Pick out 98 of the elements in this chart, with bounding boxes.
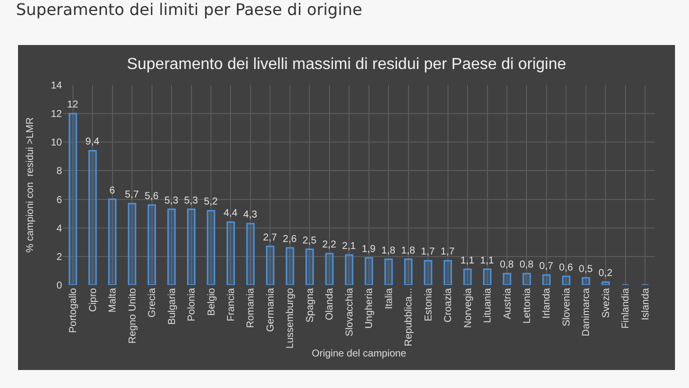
- x-tick-label: Croazia: [443, 288, 454, 322]
- bar: [364, 257, 374, 285]
- bar: [463, 268, 472, 285]
- bar: [246, 222, 255, 285]
- x-tick-label: Ungheria: [364, 288, 376, 329]
- data-label: 5,3: [184, 195, 198, 206]
- bar: [128, 202, 136, 285]
- data-label: 1,9: [362, 244, 376, 255]
- x-tick-label: Repubblica...: [404, 288, 415, 346]
- y-tick-label: 4: [56, 223, 62, 234]
- data-label: 0,7: [539, 261, 554, 272]
- x-tick-label: Cipro: [88, 288, 99, 312]
- x-tick-label: Lussemburgo: [285, 288, 296, 349]
- data-label: 0,6: [559, 262, 574, 274]
- bar: [148, 204, 156, 285]
- x-tick-label: Estonia: [423, 288, 434, 322]
- x-tick-label: Lituania: [482, 288, 494, 324]
- bar: [562, 276, 570, 285]
- x-tick-label: Austria: [502, 288, 514, 320]
- x-tick-label: Finlandia: [620, 288, 632, 329]
- data-label: 1,8: [381, 245, 396, 256]
- data-label: 1,8: [401, 245, 416, 256]
- x-tick-label: Grecia: [147, 288, 158, 318]
- data-label: 4,3: [243, 210, 258, 221]
- x-tick-label: Belgio: [206, 288, 218, 316]
- data-label: 1,7: [440, 246, 455, 258]
- data-label: 2,5: [302, 235, 317, 246]
- data-label: 0,8: [520, 260, 534, 271]
- data-label: 9,4: [85, 136, 100, 148]
- x-tick-label: Lettonia: [522, 288, 533, 324]
- bar: [187, 208, 196, 285]
- data-label: 0,2: [598, 268, 613, 280]
- y-tick-label: 14: [50, 80, 62, 92]
- data-label: 4,4: [224, 208, 238, 220]
- bar: [522, 272, 531, 285]
- bar: [206, 210, 216, 285]
- x-tick-label: Polonia: [186, 288, 198, 322]
- bar: [483, 268, 492, 285]
- y-tick-label: 0: [56, 280, 62, 292]
- x-tick-label: Regno Unito: [127, 288, 138, 344]
- x-tick-label: Romania: [246, 288, 257, 328]
- data-label: 0,8: [500, 260, 514, 271]
- x-tick-label: Francia: [226, 288, 237, 322]
- x-tick-label: Olanda: [324, 288, 336, 320]
- bar: [384, 258, 393, 285]
- y-tick-label: 10: [50, 138, 62, 149]
- data-label: 5,3: [164, 195, 179, 206]
- bar: [108, 198, 117, 285]
- x-tick-label: Germania: [265, 288, 276, 332]
- data-label: 5,2: [204, 196, 218, 208]
- x-tick-label: Slovacchia: [344, 288, 356, 336]
- y-tick-label: 8: [56, 166, 62, 178]
- bar: [502, 272, 512, 285]
- bar: [305, 248, 314, 285]
- data-label: 5,7: [124, 190, 140, 201]
- data-label: 2,6: [282, 234, 298, 245]
- x-tick-label: Islanda: [640, 288, 652, 320]
- bar: [167, 208, 176, 285]
- x-tick-label: Portogallo: [68, 288, 80, 334]
- data-label: 1,7: [420, 246, 436, 258]
- x-tick-label: Bulgaria: [166, 288, 178, 325]
- y-tick-label: 2: [56, 252, 62, 263]
- data-label: 2,2: [322, 240, 337, 251]
- x-tick-label: Irlanda: [542, 288, 553, 319]
- bar: [542, 274, 551, 285]
- data-label: 6: [109, 185, 116, 196]
- y-tick-label: 12: [50, 109, 62, 120]
- bar: [68, 112, 78, 285]
- x-axis-title: Origine del campione: [312, 348, 407, 360]
- bar: [226, 221, 235, 285]
- bar: [424, 260, 432, 285]
- x-tick-label: Norvegia: [462, 288, 474, 328]
- data-label: 5,6: [144, 191, 159, 202]
- data-label: 2,1: [342, 241, 356, 252]
- y-axis-title: % campioni con residui >LMR: [25, 117, 36, 253]
- x-tick-label: Spagna: [304, 288, 316, 322]
- x-tick-label: Italia: [384, 288, 395, 310]
- y-tick-label: 6: [56, 194, 62, 206]
- bar: [444, 260, 452, 285]
- x-tick-label: Danimarca: [581, 288, 592, 336]
- x-tick-label: Svezia: [600, 288, 612, 318]
- data-label: 1,1: [460, 255, 475, 266]
- bar: [404, 258, 413, 285]
- chart-subtitle: Superamento dei livelli massimi di residui per Paese di origine: [126, 56, 566, 74]
- bar: [582, 277, 590, 285]
- chart-title: Superamento dei limiti per Paese di origine: [16, 0, 362, 19]
- bar: [325, 252, 334, 285]
- x-tick-label: Slovenia: [561, 288, 572, 326]
- bar: [601, 281, 610, 285]
- bar: [266, 246, 274, 285]
- data-label: 12: [67, 100, 79, 111]
- bar: [344, 254, 354, 285]
- x-tick-label: Malta: [108, 288, 119, 312]
- data-label: 1,1: [480, 255, 494, 266]
- bar: [88, 150, 97, 285]
- bar: [286, 247, 294, 285]
- data-label: 2,7: [263, 232, 278, 244]
- data-label: 0,5: [578, 264, 594, 275]
